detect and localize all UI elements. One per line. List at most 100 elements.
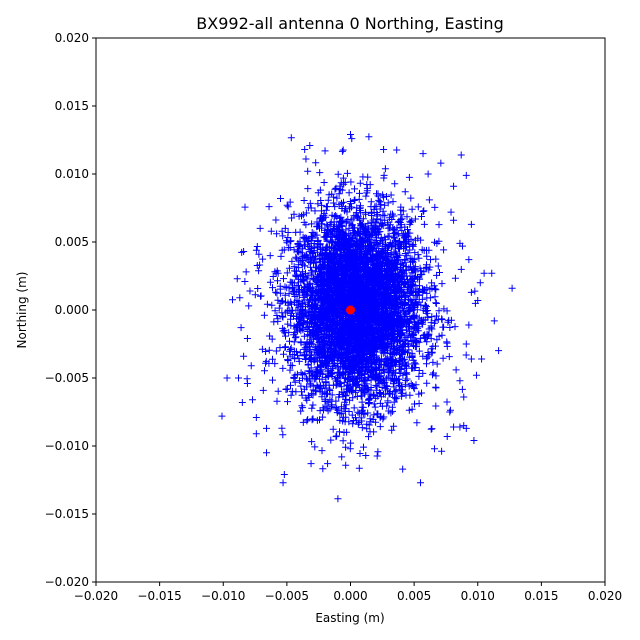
data-point bbox=[252, 430, 260, 438]
data-point bbox=[245, 302, 253, 310]
plot-area bbox=[95, 37, 606, 583]
data-point bbox=[419, 150, 427, 158]
data-point bbox=[255, 250, 263, 258]
y-tick-label: −0.005 bbox=[45, 371, 89, 385]
data-point bbox=[399, 465, 407, 473]
data-point bbox=[425, 196, 433, 204]
data-point bbox=[443, 432, 451, 440]
x-tick-label: −0.020 bbox=[74, 589, 118, 603]
data-point bbox=[470, 437, 478, 445]
data-point bbox=[465, 321, 473, 329]
data-point bbox=[307, 460, 315, 468]
data-point bbox=[241, 277, 249, 285]
chart-title: BX992-all antenna 0 Northing, Easting bbox=[196, 14, 503, 33]
y-tick-label: 0.020 bbox=[55, 31, 89, 45]
data-point bbox=[380, 146, 388, 154]
data-point bbox=[252, 413, 260, 421]
y-tick-label: −0.015 bbox=[45, 507, 89, 521]
x-axis: −0.020 −0.015 −0.010 −0.005 0.000 0.005 0.010 0… bbox=[74, 582, 622, 603]
data-point bbox=[243, 379, 251, 387]
data-point bbox=[306, 141, 314, 149]
data-point bbox=[240, 248, 248, 256]
data-point bbox=[233, 275, 241, 283]
data-point bbox=[472, 371, 480, 379]
data-point bbox=[236, 294, 244, 302]
y-tick-label: 0.005 bbox=[55, 235, 89, 249]
data-point bbox=[347, 131, 354, 139]
x-tick-label: −0.015 bbox=[137, 589, 181, 603]
data-point bbox=[450, 423, 458, 431]
data-point bbox=[490, 317, 498, 325]
data-point bbox=[465, 256, 473, 264]
y-tick-label: 0.000 bbox=[55, 303, 89, 317]
x-tick-label: 0.010 bbox=[461, 589, 495, 603]
data-point bbox=[301, 146, 309, 154]
data-point bbox=[447, 208, 455, 216]
data-point bbox=[279, 479, 287, 487]
y-tick-label: −0.010 bbox=[45, 439, 89, 453]
data-point bbox=[467, 355, 475, 363]
data-point bbox=[462, 424, 470, 432]
y-axis-label: Northing (m) bbox=[15, 272, 29, 349]
x-tick-label: 0.005 bbox=[397, 589, 431, 603]
data-point bbox=[249, 396, 257, 404]
data-point bbox=[457, 151, 465, 159]
data-point bbox=[460, 393, 468, 401]
data-point bbox=[478, 355, 486, 363]
data-point bbox=[450, 182, 458, 190]
data-point bbox=[243, 335, 251, 343]
data-point bbox=[462, 340, 470, 348]
y-tick-label: −0.020 bbox=[45, 575, 89, 589]
data-point bbox=[474, 296, 482, 304]
data-point bbox=[480, 269, 488, 277]
x-axis-label: Easting (m) bbox=[315, 611, 384, 625]
data-point bbox=[277, 194, 285, 202]
x-tick-label: 0.015 bbox=[524, 589, 558, 603]
data-point bbox=[280, 471, 288, 479]
data-point bbox=[242, 268, 250, 276]
y-tick-label: 0.010 bbox=[55, 167, 89, 181]
data-point bbox=[430, 445, 438, 453]
data-point bbox=[348, 135, 356, 143]
data-point bbox=[265, 203, 273, 211]
data-point bbox=[416, 479, 424, 487]
data-point bbox=[476, 279, 484, 287]
data-point bbox=[462, 171, 470, 179]
data-point bbox=[424, 170, 432, 178]
data-point bbox=[240, 352, 248, 360]
data-point bbox=[437, 159, 445, 167]
data-point bbox=[458, 242, 466, 250]
data-point bbox=[452, 366, 460, 374]
x-tick-label: −0.005 bbox=[265, 589, 309, 603]
data-point bbox=[246, 287, 254, 295]
data-point bbox=[488, 269, 496, 277]
data-point bbox=[321, 147, 329, 155]
data-point bbox=[302, 155, 310, 163]
data-point bbox=[235, 374, 243, 382]
data-point bbox=[450, 216, 458, 224]
x-tick-label: 0.000 bbox=[333, 589, 367, 603]
data-point bbox=[263, 424, 271, 432]
data-point bbox=[456, 377, 464, 385]
data-point bbox=[467, 288, 475, 296]
dense-point-cloud bbox=[229, 133, 503, 503]
x-tick-label: 0.020 bbox=[588, 589, 622, 603]
y-tick-label: 0.015 bbox=[55, 99, 89, 113]
data-point bbox=[238, 398, 246, 406]
data-point bbox=[256, 224, 264, 232]
data-points bbox=[218, 131, 516, 487]
point-cloud bbox=[229, 133, 503, 503]
data-point bbox=[237, 324, 245, 332]
data-point bbox=[263, 449, 271, 457]
data-point bbox=[362, 452, 370, 460]
data-point bbox=[456, 423, 464, 431]
data-point bbox=[446, 408, 454, 416]
origin-marker bbox=[346, 305, 355, 315]
x-tick-label: −0.010 bbox=[201, 589, 245, 603]
data-point bbox=[247, 362, 255, 370]
data-point bbox=[218, 412, 226, 420]
data-point bbox=[467, 220, 475, 228]
data-point bbox=[508, 284, 516, 292]
y-axis: −0.020 −0.015 −0.010 −0.005 0.000 0.005 0.010 0… bbox=[45, 31, 96, 589]
